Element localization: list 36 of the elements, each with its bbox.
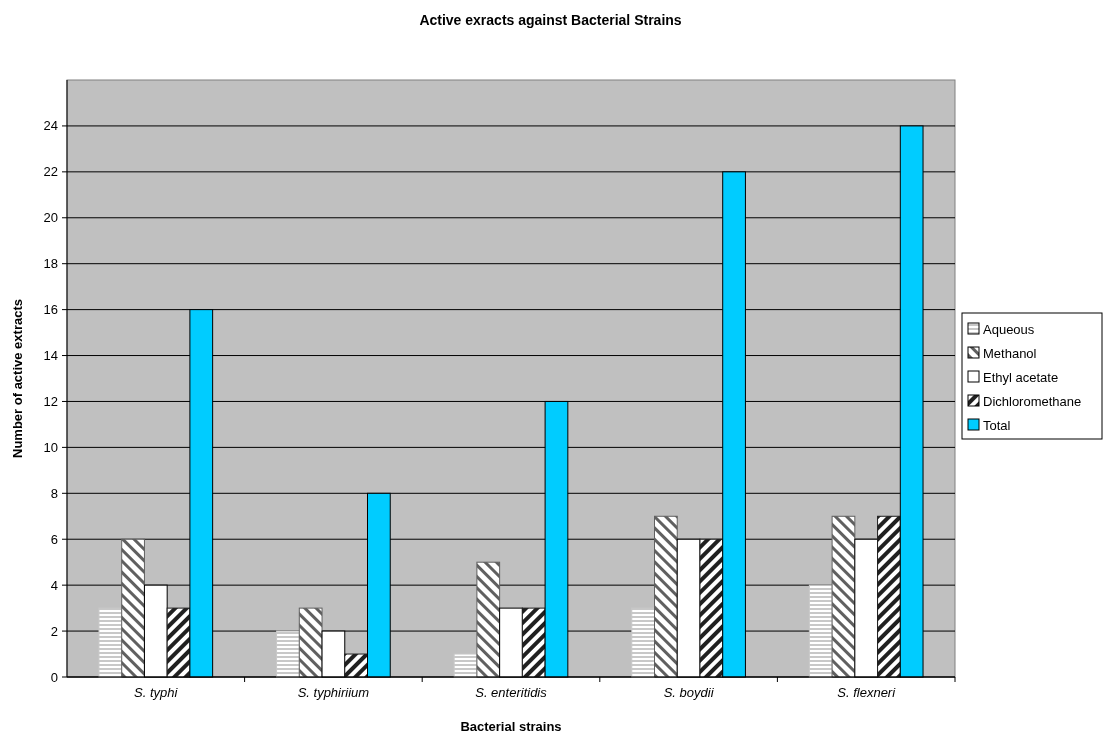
- legend-label: Total: [983, 417, 1011, 433]
- x-tick-label: S. boydii: [663, 685, 715, 700]
- bar: [654, 515, 678, 678]
- bar: [521, 607, 546, 678]
- bar: [877, 515, 901, 678]
- legend-label: Aqueous: [983, 321, 1035, 337]
- y-tick-label: 10: [43, 439, 58, 455]
- bar: [476, 561, 501, 678]
- legend-label: Methanol: [983, 345, 1037, 361]
- chart-title: Active exracts against Bacterial Strains: [419, 12, 682, 28]
- y-tick-label: 14: [43, 348, 58, 364]
- bar: [344, 653, 368, 678]
- legend-label: Ethyl acetate: [983, 369, 1059, 385]
- x-tick-label: S. typhi: [134, 685, 179, 700]
- y-tick-label: 24: [43, 118, 58, 134]
- bar: [298, 607, 323, 678]
- y-tick-label: 0: [50, 669, 58, 685]
- legend-label: Dichloromethane: [983, 393, 1082, 409]
- y-tick-label: 8: [50, 485, 58, 501]
- y-tick-label: 18: [43, 256, 58, 272]
- y-tick-label: 12: [43, 394, 58, 410]
- bar: [699, 538, 724, 678]
- y-tick-label: 22: [43, 164, 58, 180]
- y-tick-label: 2: [50, 623, 58, 639]
- bar: [831, 515, 856, 678]
- y-axis-title: Number of active extracts: [10, 299, 25, 458]
- y-tick-label: 6: [50, 531, 58, 547]
- bar: [121, 538, 145, 678]
- bar: [166, 607, 191, 678]
- x-tick-label: S. flexneri: [837, 685, 897, 700]
- y-tick-label: 20: [43, 210, 58, 226]
- y-tick-label: 4: [50, 577, 58, 593]
- x-axis-title: Bacterial strains: [460, 719, 562, 734]
- y-tick-label: 16: [43, 302, 58, 318]
- x-tick-label: S. typhiriium: [297, 685, 370, 700]
- x-tick-label: S. enteritidis: [475, 685, 548, 700]
